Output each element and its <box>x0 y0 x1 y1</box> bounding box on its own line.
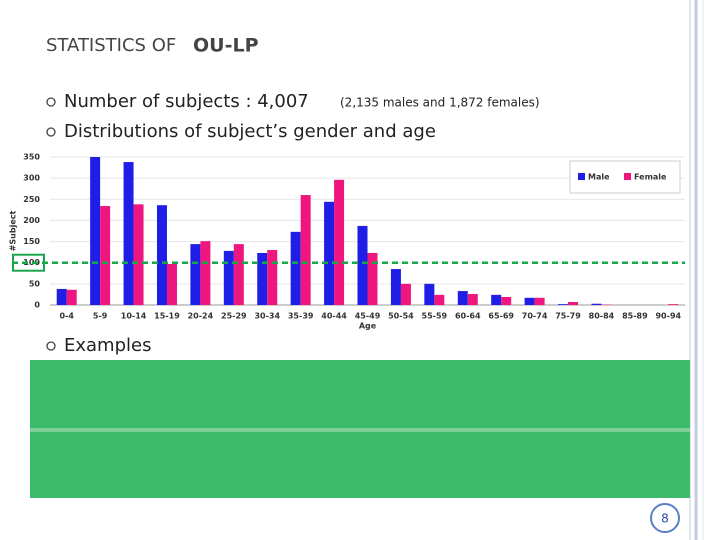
x-tick-label: 80-84 <box>589 312 615 321</box>
page-number: 8 <box>661 512 669 526</box>
bar <box>591 303 602 305</box>
x-tick-label: 35-39 <box>288 312 314 321</box>
bar <box>156 205 167 305</box>
bar <box>334 179 345 305</box>
bar <box>434 294 445 305</box>
x-tick-label: 45-49 <box>355 312 381 321</box>
y-tick-label: 200 <box>23 216 40 225</box>
bar <box>223 250 234 305</box>
legend: Male Female <box>569 160 681 194</box>
bar <box>668 304 679 305</box>
x-tick-label: 85-89 <box>622 312 648 321</box>
legend-swatch <box>578 173 585 180</box>
y-tick-label: 0 <box>34 301 40 310</box>
title: OU-LP <box>193 35 259 57</box>
x-tick-label: 65-69 <box>488 312 514 321</box>
x-tick-label: 55-59 <box>422 312 448 321</box>
x-tick-label: 20-24 <box>188 312 214 321</box>
x-tick-label: 10-14 <box>121 312 147 321</box>
bar <box>324 201 335 305</box>
bar <box>267 250 278 305</box>
y-tick-label: 350 <box>23 153 40 162</box>
x-tick-label: 25-29 <box>221 312 247 321</box>
bar <box>558 304 569 305</box>
x-tick-label: 30-34 <box>254 312 280 321</box>
bar <box>56 288 67 305</box>
page-badge <box>650 503 680 533</box>
bar <box>290 231 301 305</box>
x-tick-label: 5-9 <box>93 312 108 321</box>
bar <box>467 294 478 305</box>
y-tick-label: 150 <box>23 237 40 246</box>
title: STATISTICS OF <box>46 35 176 56</box>
x-tick-label: 40-44 <box>321 312 347 321</box>
y-tick-label: 250 <box>23 195 40 204</box>
legend-label: Male <box>588 173 610 182</box>
x-tick-label: 15-19 <box>154 312 180 321</box>
bullet-icons <box>46 97 56 351</box>
bar <box>367 252 378 305</box>
x-tick-label: 90-94 <box>655 312 681 321</box>
bar <box>133 204 144 305</box>
examples-photo <box>30 360 690 498</box>
bullet: Number of subjects : 4,007 <box>64 91 309 112</box>
bar <box>200 241 211 305</box>
y-tick-label: 100 <box>23 258 40 267</box>
bullet-note: (2,135 males and 1,872 females) <box>340 96 540 110</box>
x-axis-label: Age <box>359 322 377 331</box>
y-tick-label: 50 <box>29 279 41 288</box>
y-tick-label: 300 <box>23 174 40 183</box>
bar <box>100 206 111 305</box>
bar <box>491 294 502 305</box>
bar <box>400 283 411 305</box>
x-tick-label: 60-64 <box>455 312 481 321</box>
bullet: Examples <box>64 335 151 356</box>
bar <box>524 297 535 305</box>
chart: 0 50 100 150 200 250 300 350 #Subject Age 0-4 5-9 10… <box>9 153 685 331</box>
bar <box>534 297 545 305</box>
bar <box>457 291 468 305</box>
bar <box>300 195 311 305</box>
bar <box>568 302 579 305</box>
bar <box>123 162 134 305</box>
legend-label: Female <box>634 173 667 182</box>
legend-swatch <box>624 173 631 180</box>
bullet: Distributions of subject’s gender and ag… <box>64 121 436 142</box>
bar <box>390 269 401 305</box>
bar <box>90 157 101 305</box>
y-axis-label: #Subject <box>9 211 18 252</box>
bar <box>233 244 244 305</box>
bar <box>424 283 435 305</box>
bar <box>501 296 512 305</box>
reference-box <box>12 253 45 272</box>
x-tick-label: 75-79 <box>555 312 581 321</box>
x-tick-label: 50-54 <box>388 312 414 321</box>
bar <box>66 289 77 305</box>
x-tick-label: 0-4 <box>59 312 74 321</box>
bar <box>166 263 177 305</box>
bar <box>257 252 268 305</box>
x-tick-label: 70-74 <box>522 312 548 321</box>
bar <box>190 244 201 305</box>
bar <box>357 225 368 305</box>
